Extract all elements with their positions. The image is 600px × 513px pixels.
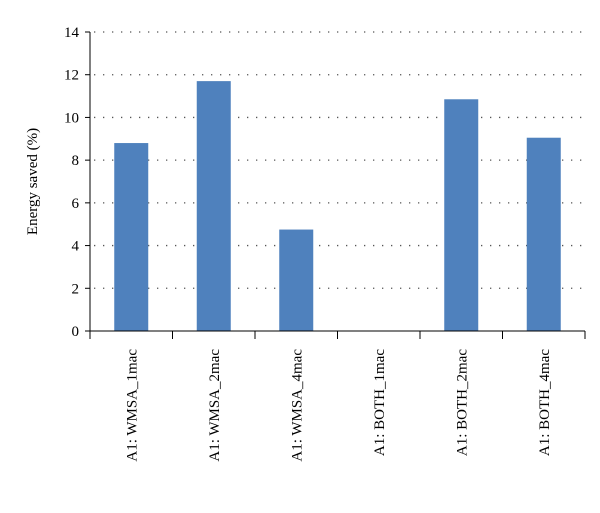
x-category-labels: A1: WMSA_1mac A1: WMSA_2mac A1: WMSA_4mac A… (89, 331, 586, 462)
y-tick-label: 4 (72, 239, 80, 255)
bar-6 (526, 137, 561, 331)
y-tick-label: 12 (64, 68, 79, 84)
x-category-label: A1: BOTH_1mac (372, 349, 388, 456)
bars (114, 81, 561, 332)
bar-1 (114, 143, 149, 331)
y-axis-title: Energy saved (%) (25, 128, 41, 235)
y-tick-label: 6 (72, 196, 80, 212)
x-category-label: A1: WMSA_2mac (207, 349, 223, 462)
y-tick-label: 8 (72, 153, 80, 169)
y-tick-label: 0 (72, 324, 80, 340)
y-tick-label: 10 (64, 110, 79, 126)
axes (89, 32, 585, 332)
y-tick-label: 14 (64, 25, 80, 41)
gridlines (94, 31, 585, 289)
x-category-label: A1: WMSA_4mac (289, 349, 305, 462)
bar-2 (196, 81, 231, 331)
bar-3 (279, 229, 314, 331)
x-category-label: A1: WMSA_1mac (124, 349, 140, 462)
x-category-label: A1: BOTH_2mac (454, 349, 470, 456)
bar-5 (444, 99, 479, 332)
y-tick-labels: 0 2 4 6 8 10 12 14 (64, 25, 90, 340)
y-tick-label: 2 (72, 281, 80, 297)
x-category-label: A1: BOTH_4mac (537, 349, 553, 456)
